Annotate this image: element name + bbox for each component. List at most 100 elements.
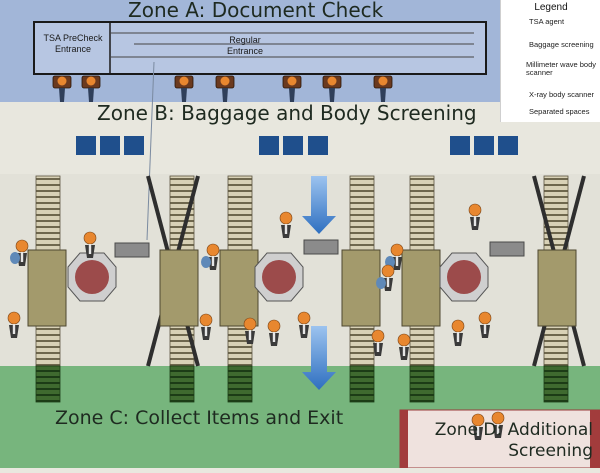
baggage-machine-4 xyxy=(401,249,441,327)
person-bag xyxy=(376,277,386,289)
document-check-stations xyxy=(52,75,393,102)
separated-space-5 xyxy=(308,136,328,155)
podium-0 xyxy=(52,75,72,102)
person-shirt xyxy=(386,277,390,287)
mmw-scanner-1 xyxy=(254,252,304,302)
separated-space-6 xyxy=(450,136,470,155)
podium-agent-head xyxy=(179,76,189,86)
person-12 xyxy=(371,329,385,356)
person-head xyxy=(297,311,311,325)
podium-agent-body xyxy=(329,88,335,102)
legend-title: Legend xyxy=(534,2,568,13)
person-7 xyxy=(7,311,21,338)
mmw-core xyxy=(447,260,481,294)
separated-spaces xyxy=(76,136,518,155)
belt-exit-1 xyxy=(169,365,195,403)
xray-body-scanners xyxy=(114,239,525,258)
separated-space-4 xyxy=(283,136,303,155)
podium-agent-body xyxy=(88,88,94,102)
person-shirt xyxy=(12,324,16,334)
person-4 xyxy=(468,203,482,230)
baggage-machine-0 xyxy=(27,249,67,327)
person-shirt xyxy=(272,332,276,342)
person-shirt xyxy=(402,346,406,356)
person-shirt xyxy=(496,424,500,434)
podium-6 xyxy=(373,75,393,102)
person-head xyxy=(243,317,257,331)
flow-arrows xyxy=(302,176,336,390)
podium-agent-body xyxy=(59,88,65,102)
podium-agent-body xyxy=(181,88,187,102)
baggage-machine-2 xyxy=(219,249,259,327)
person-9 xyxy=(243,317,257,344)
podium-4 xyxy=(282,75,302,102)
zone-c-label: Zone C: Collect Items and Exit xyxy=(55,407,344,429)
person-shirt xyxy=(211,256,215,266)
legend-item-space: Separated spaces xyxy=(529,107,590,116)
person-shirt xyxy=(284,224,288,234)
person-shirt xyxy=(483,324,487,334)
podium-agent-head xyxy=(287,76,297,86)
person-shirt xyxy=(88,244,92,254)
person-8 xyxy=(199,313,213,340)
person-head xyxy=(267,319,281,333)
person-shirt xyxy=(476,426,480,436)
podium-agent-body xyxy=(380,88,386,102)
mmw-core xyxy=(262,260,296,294)
person-13 xyxy=(397,333,411,360)
baggage-screening-machines xyxy=(27,249,577,327)
zone-d-label: Zone D: Additional Screening xyxy=(434,420,593,461)
xray-scanner-1 xyxy=(303,239,339,255)
podium-agent-head xyxy=(378,76,388,86)
person-head xyxy=(397,333,411,347)
person-0 xyxy=(10,239,29,266)
belt-exit-0 xyxy=(35,365,61,403)
podium-2 xyxy=(174,75,194,102)
person-shirt xyxy=(20,252,24,262)
podium-agent-head xyxy=(327,76,337,86)
person-16 xyxy=(471,413,485,440)
person-head xyxy=(468,203,482,217)
podium-agent-head xyxy=(86,76,96,86)
legend-item-baggage: Baggage screening xyxy=(529,40,594,49)
person-shirt xyxy=(248,330,252,340)
legend-item-mmw: Millimeter wave body scanner xyxy=(526,60,597,77)
belt-exit-5 xyxy=(543,365,569,403)
podium-agent-body xyxy=(222,88,228,102)
separated-space-1 xyxy=(100,136,120,155)
xray-scanner-2 xyxy=(489,241,525,257)
person-shirt xyxy=(302,324,306,334)
podium-agent-head xyxy=(220,76,230,86)
legend-item-agent: TSA agent xyxy=(529,17,565,26)
person-shirt xyxy=(395,256,399,266)
zone-d-wall-left xyxy=(400,410,408,468)
person-head xyxy=(7,311,21,325)
separated-space-3 xyxy=(259,136,279,155)
podium-5 xyxy=(322,75,342,102)
person-head xyxy=(15,239,29,253)
mmw-scanner-2 xyxy=(439,252,489,302)
separated-space-2 xyxy=(124,136,144,155)
precheck-entrance-label: TSA PreCheck Entrance xyxy=(43,33,103,54)
separated-space-7 xyxy=(474,136,494,155)
millimeter-wave-scanners xyxy=(67,252,489,302)
podium-1 xyxy=(81,75,101,102)
person-shirt xyxy=(456,332,460,342)
xray-scanner-0 xyxy=(114,242,150,258)
person-head xyxy=(478,311,492,325)
separated-space-0 xyxy=(76,136,96,155)
zone-c-area xyxy=(0,366,400,468)
belt-exit-2 xyxy=(227,365,253,403)
zone-b-label: Zone B: Baggage and Body Screening xyxy=(97,101,477,125)
person-10 xyxy=(267,319,281,346)
baggage-machine-3 xyxy=(341,249,381,327)
belt-exit-3 xyxy=(349,365,375,403)
baggage-machine-5 xyxy=(537,249,577,327)
legend: Legend TSA agent Baggage screening Milli… xyxy=(500,0,600,122)
person-6 xyxy=(376,264,395,291)
mmw-scanner-0 xyxy=(67,252,117,302)
person-17 xyxy=(491,411,505,438)
podium-3 xyxy=(215,75,235,102)
person-15 xyxy=(478,311,492,338)
